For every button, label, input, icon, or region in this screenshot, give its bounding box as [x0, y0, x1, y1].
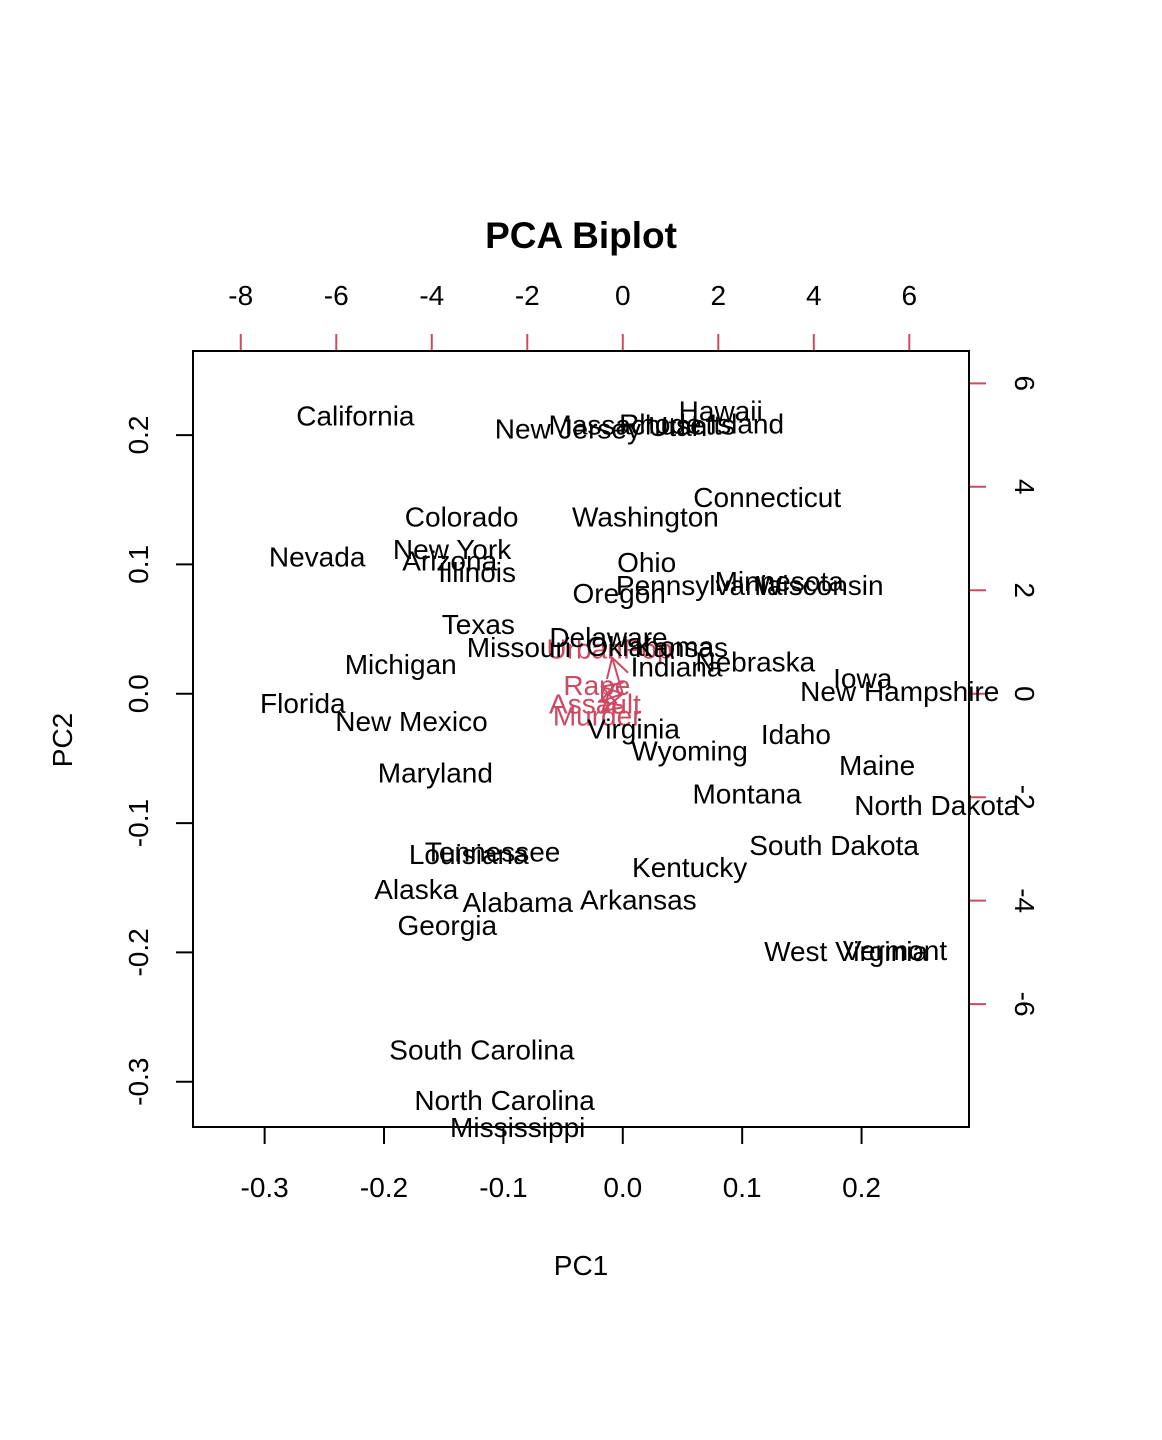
observation-label: Alaska [374, 874, 458, 905]
top-tick-label: 6 [902, 280, 918, 311]
observation-label: Tennessee [425, 837, 560, 868]
y-tick-label: 0.0 [123, 674, 154, 713]
top-tick-label: -8 [228, 280, 253, 311]
observation-label: Arkansas [580, 884, 697, 915]
top-tick-label: 4 [806, 280, 822, 311]
observation-label: Colorado [405, 502, 519, 533]
observation-label: Iowa [833, 663, 893, 694]
y-axis-title: PC2 [47, 713, 78, 767]
observation-label: Florida [260, 688, 346, 719]
observation-label: Georgia [397, 910, 497, 941]
x-tick-label: -0.3 [241, 1172, 289, 1203]
observation-label: Minnesota [715, 566, 845, 597]
observation-label: Ohio [617, 547, 676, 578]
y-tick-label: -0.2 [123, 928, 154, 976]
observation-label: Idaho [761, 719, 831, 750]
observation-label: Maryland [378, 758, 493, 789]
observation-label: Virginia [587, 714, 680, 745]
observation-label: West Virginia [764, 936, 928, 967]
top-tick-label: -6 [324, 280, 349, 311]
observation-label: New Hampshire [800, 676, 999, 707]
axes: -0.3 -0.2 -0.1 0.0 0.1 0.2 -0.3 -0.2 -0.1 0.0 0.1 0… [123, 280, 1040, 1203]
top-tick-label: -2 [515, 280, 540, 311]
observation-label: Montana [692, 778, 801, 809]
observation-label: Louisiana [409, 839, 529, 870]
y-tick-label: -0.3 [123, 1058, 154, 1106]
observation-label: Maine [839, 750, 915, 781]
right-tick-label: 4 [1009, 479, 1040, 495]
loading-label: Rape [563, 670, 630, 701]
y-tick-label: -0.1 [123, 799, 154, 847]
x-tick-label: -0.1 [479, 1172, 527, 1203]
right-tick-label: -2 [1009, 785, 1040, 810]
observation-label: Nevada [269, 542, 366, 573]
observation-label: South Carolina [389, 1034, 575, 1065]
top-tick-label: 0 [615, 280, 631, 311]
observation-label: Washington [572, 502, 719, 533]
loading-label: Murder [553, 700, 642, 731]
observation-label: Illinois [438, 557, 516, 588]
y-tick-label: 0.2 [123, 416, 154, 455]
right-tick-label: -4 [1009, 888, 1040, 913]
x-tick-label: -0.2 [360, 1172, 408, 1203]
right-tick-label: 6 [1009, 376, 1040, 392]
observation-label: Delaware [549, 622, 667, 653]
x-tick-label: 0.1 [723, 1172, 762, 1203]
loading-arrow [600, 681, 624, 704]
loading-arrow [606, 655, 629, 695]
observation-label: Oregon [572, 578, 665, 609]
top-tick-label: 2 [711, 280, 727, 311]
observation-label: Pennsylvania [616, 570, 783, 601]
observation-label: Kansas [635, 632, 728, 663]
observation-label: Connecticut [693, 482, 841, 513]
observation-label: South Dakota [749, 830, 919, 861]
observation-label: Arizona [402, 546, 497, 577]
observation-label: Kentucky [632, 852, 747, 883]
observation-label: New York [393, 534, 512, 565]
right-tick-label: 2 [1009, 582, 1040, 598]
observation-label: Rhode Island [619, 408, 784, 439]
right-tick-label: -6 [1009, 992, 1040, 1017]
observation-label: New Mexico [335, 706, 487, 737]
observation-label: Texas [442, 609, 515, 640]
loading-label: UrbanPop [546, 634, 672, 665]
top-tick-label: -4 [419, 280, 444, 311]
observation-label: California [296, 401, 415, 432]
x-axis-title: PC1 [554, 1250, 608, 1281]
observation-label: Michigan [345, 649, 457, 680]
observation-label: Wisconsin [756, 570, 884, 601]
observation-label: Nebraska [695, 646, 815, 677]
observation-label: New Jersey [495, 414, 641, 445]
plot-frame [192, 350, 970, 1128]
observation-label: Missouri [467, 632, 571, 663]
observation-label: North Carolina [414, 1085, 595, 1116]
observation-label: Massachusetts [549, 410, 736, 441]
y-tick-label: 0.1 [123, 545, 154, 584]
x-tick-label: 0.0 [603, 1172, 642, 1203]
observation-label: Alabama [462, 887, 573, 918]
observation-label: Vermont [843, 935, 947, 966]
loading-label: Assault [549, 688, 641, 719]
x-tick-label: 0.2 [842, 1172, 881, 1203]
observation-label: North Dakota [854, 790, 1019, 821]
observation-label: Hawaii [679, 395, 763, 426]
observation-label: Utah [648, 411, 707, 442]
loading-arrow [600, 690, 625, 713]
right-tick-label: 0 [1009, 686, 1040, 702]
observation-label: Indiana [631, 652, 723, 683]
chart-title: PCA Biplot [485, 215, 677, 256]
observation-label: Oklahoma [586, 631, 714, 662]
observation-label: Wyoming [631, 736, 747, 767]
